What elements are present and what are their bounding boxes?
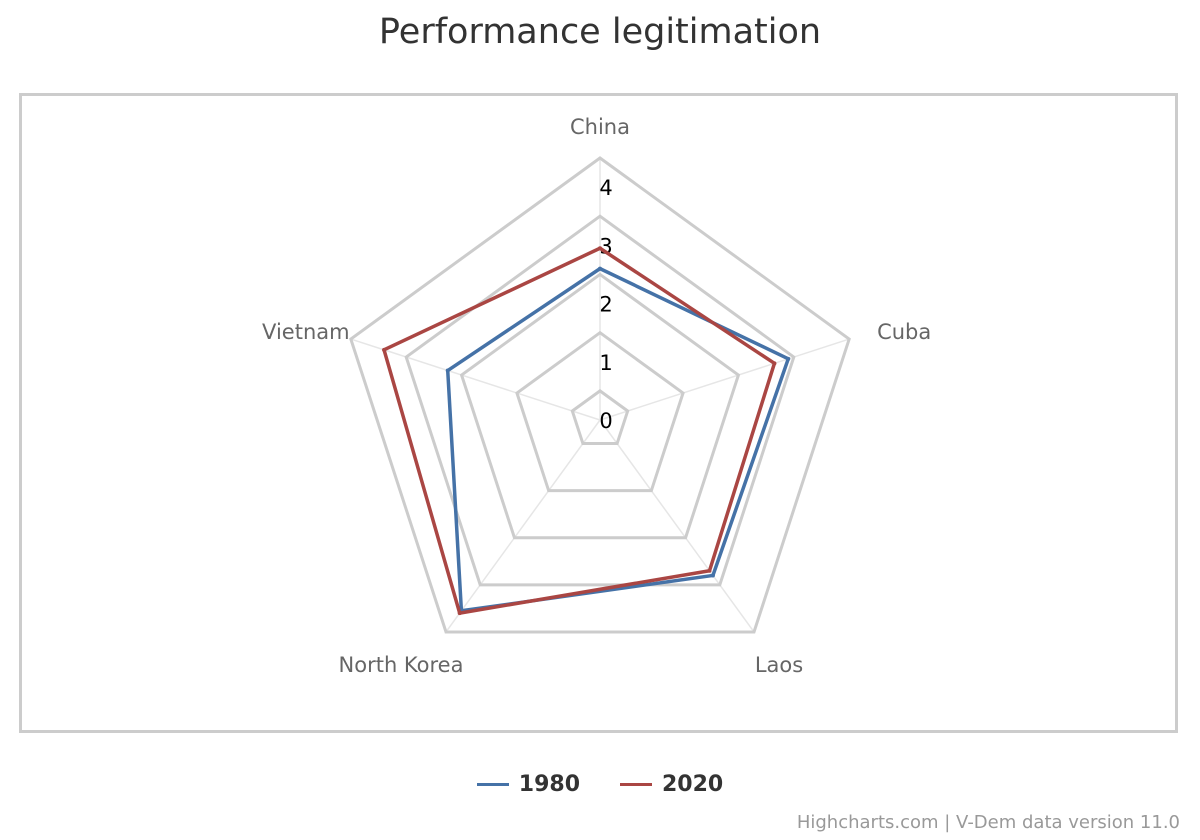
spoke-3	[445, 419, 601, 633]
grid-ring-3	[404, 214, 796, 587]
data-point-2020-vietnam	[382, 347, 387, 352]
legend: 1980 2020	[0, 772, 1200, 797]
grid-ring-2	[459, 272, 741, 540]
plot-frame	[19, 93, 1178, 733]
spoke-2	[599, 419, 755, 633]
legend-label-1980: 1980	[518, 772, 580, 797]
grid-ring-4	[349, 156, 851, 634]
data-point-2020-cuba	[772, 361, 777, 366]
data-point-2020-north-korea	[457, 611, 462, 616]
series-line-2020	[382, 246, 777, 615]
radial-tick-label: 0	[599, 409, 612, 433]
data-point-2020-china	[598, 246, 602, 251]
legend-label-2020: 2020	[662, 772, 724, 797]
legend-swatch-2020	[620, 783, 652, 786]
spoke-1	[599, 338, 850, 421]
credits-link[interactable]: Highcharts.com | V-Dem data version 11.0	[796, 812, 1180, 833]
grid-ring-1	[515, 330, 685, 493]
category-label-china: China	[570, 115, 630, 139]
category-label-north-korea: North Korea	[339, 653, 464, 677]
legend-item-1980[interactable]: 1980	[476, 772, 580, 797]
spoke-4	[350, 338, 601, 421]
category-label-vietnam: Vietnam	[262, 320, 350, 344]
data-point-1980-cuba	[786, 356, 791, 361]
radial-tick-label: 1	[599, 351, 612, 375]
radial-tick-label: 2	[599, 293, 612, 317]
grid-ring-0	[570, 389, 630, 446]
data-point-2020-laos	[707, 568, 712, 573]
legend-item-2020[interactable]: 2020	[620, 772, 723, 797]
radial-tick-label: 4	[599, 176, 612, 200]
data-point-1980-laos	[710, 573, 715, 578]
data-point-1980-vietnam	[445, 368, 450, 373]
data-point-1980-china	[598, 266, 602, 271]
category-label-cuba: Cuba	[877, 320, 931, 344]
chart-title: Performance legitimation	[378, 12, 822, 52]
category-label-laos: Laos	[755, 653, 803, 677]
legend-swatch-1980	[476, 783, 509, 786]
